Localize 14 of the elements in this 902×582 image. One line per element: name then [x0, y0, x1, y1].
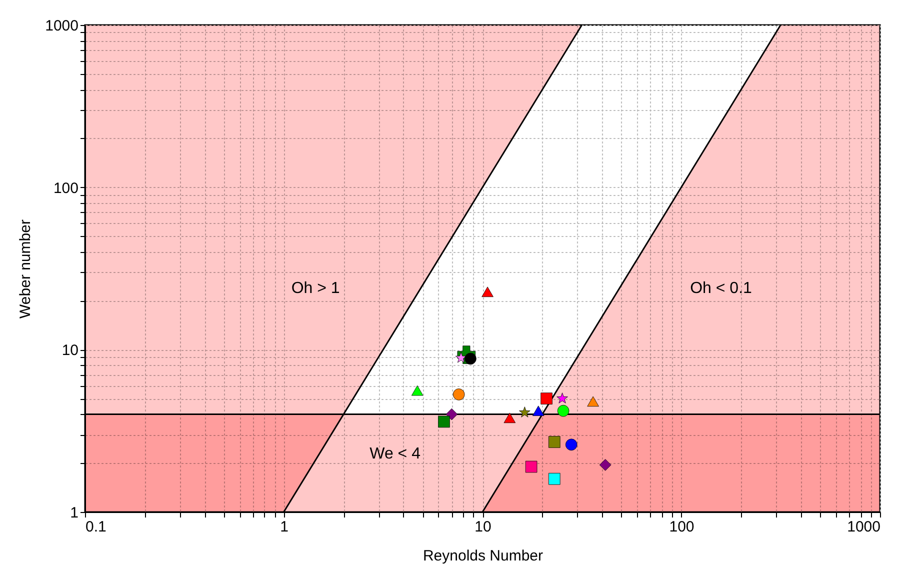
x-tick-label: 0.1	[86, 518, 106, 536]
y-tick-label: 1000	[45, 18, 78, 34]
y-axis-title: Weber number	[17, 220, 34, 318]
annotation: We < 4	[370, 446, 421, 463]
annotation: Oh > 1	[291, 280, 340, 297]
x-tick-label: 1000	[847, 518, 880, 536]
x-tick-label: 1	[280, 518, 288, 536]
x-axis-title: Reynolds Number	[422, 548, 544, 564]
annotation: Oh < 0.1	[690, 280, 752, 297]
x-tick-label: 10	[474, 518, 492, 536]
y-tick-label: 100	[53, 180, 78, 197]
x-tick-label: 100	[669, 518, 694, 536]
y-tick-label: 10	[62, 342, 78, 360]
y-tick-label: 1	[70, 504, 78, 522]
